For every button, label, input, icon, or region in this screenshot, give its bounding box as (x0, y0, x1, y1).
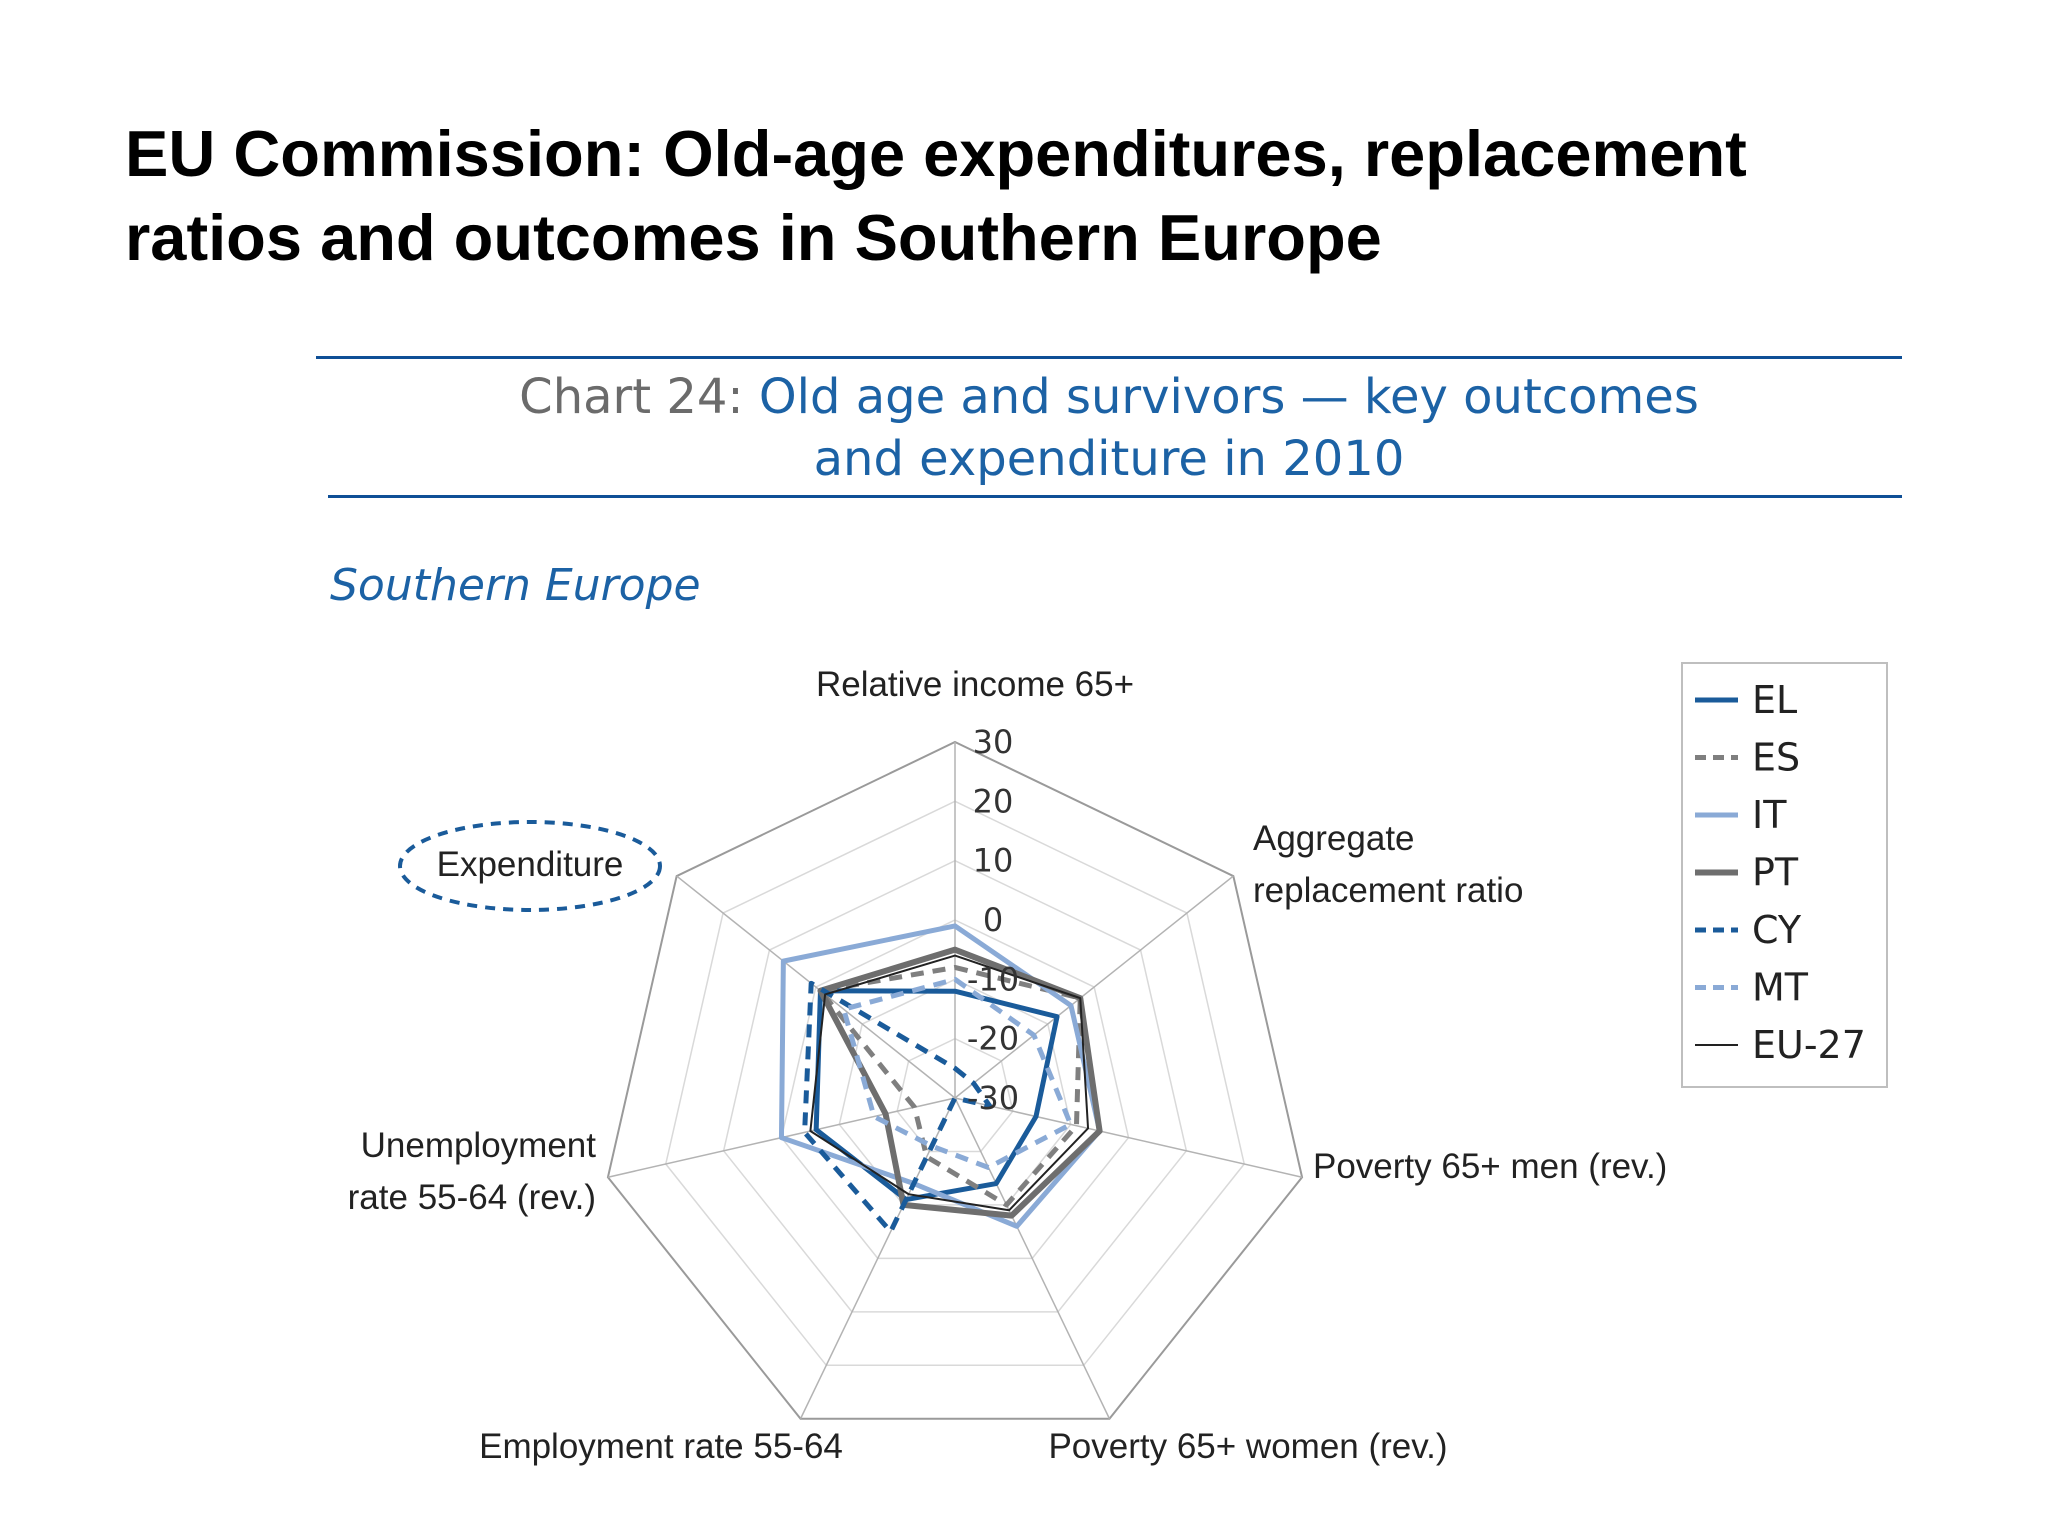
radar-axis-labels: Relative income 65+ Aggregate replacement … (348, 665, 1668, 1466)
chart-legend: EL ES IT PT CY MT EU-27 (1681, 662, 1888, 1088)
legend-label-es: ES (1752, 736, 1800, 780)
series-line-el (813, 988, 1060, 1203)
tick-label: 10 (973, 842, 1014, 880)
axis-label-unemployment-rate-55-64-rev: Unemployment rate 55-64 (rev.) (348, 1126, 597, 1217)
series-line-cy (802, 980, 993, 1235)
legend-label-pt: PT (1752, 851, 1799, 895)
tick-label: -20 (967, 1020, 1019, 1058)
chart-heading-line-2: and expenditure in 2010 (813, 431, 1405, 487)
axis-label-relative-income-65: Relative income 65+ (816, 665, 1134, 704)
legend-label-cy: CY (1752, 908, 1802, 952)
heading-rule-bottom (328, 495, 1902, 498)
series-line-mt (841, 976, 1074, 1170)
slide-title: EU Commission: Old-age expenditures, rep… (125, 112, 1925, 280)
chart-number: Chart 24 (519, 369, 728, 425)
series-line-es (817, 964, 1083, 1208)
series-line-eu-27 (809, 954, 1090, 1212)
tick-label: -10 (967, 960, 1019, 998)
axis-label-expenditure: Expenditure (437, 845, 624, 884)
legend-label-it: IT (1752, 793, 1787, 837)
chart-heading: Chart 24: Old age and survivors — key ou… (316, 366, 1902, 490)
heading-rule-top (316, 356, 1902, 359)
series-line-pt (817, 946, 1103, 1219)
spoke-poverty-65-men-rev (954, 1097, 1303, 1178)
tick-label: 0 (983, 901, 1003, 939)
radar-series (778, 923, 1103, 1235)
region-title: Southern Europe (330, 560, 701, 611)
slide-title-line-2: ratios and outcomes in Southern Europe (125, 201, 1382, 274)
tick-label: 30 (973, 723, 1014, 761)
grid-ring-30 (606, 740, 1304, 1420)
slide-title-line-1: EU Commission: Old-age expenditures, rep… (125, 117, 1747, 190)
chart-heading-text: Old age and survivors — key outcomes (758, 369, 1699, 425)
expenditure-highlight-ellipse (398, 820, 662, 912)
series-line-it (778, 923, 1103, 1229)
spoke-expenditure (676, 875, 956, 1099)
chart-heading-line-1: Chart 24: Old age and survivors — key ou… (519, 369, 1699, 425)
axis-label-poverty-65-women-rev: Poverty 65+ women (rev.) (1048, 1427, 1447, 1466)
legend-label-mt: MT (1752, 966, 1809, 1010)
legend-label-eu-27: EU-27 (1752, 1023, 1866, 1067)
tick-label: -30 (967, 1079, 1019, 1117)
spoke-employment-rate-55-64 (799, 1097, 956, 1420)
axis-label-employment-rate-55-64: Employment rate 55-64 (479, 1427, 843, 1466)
tick-label: 20 (973, 782, 1014, 820)
grid-ring-minus-20 (896, 1037, 1014, 1153)
radar-tick-labels: 30 20 10 0 -10 -20 -30 (967, 723, 1019, 1117)
axis-label-poverty-65-men-rev: Poverty 65+ men (rev.) (1313, 1147, 1667, 1186)
grid-ring-20 (664, 800, 1246, 1367)
axis-label-aggregate-replacement-ratio: Aggregate replacement ratio (1253, 819, 1523, 910)
radar-grid (606, 740, 1304, 1420)
grid-ring-10 (722, 859, 1188, 1313)
spoke-poverty-65-women-rev (954, 1097, 1111, 1420)
spoke-aggregate-replacement-ratio (954, 875, 1234, 1099)
legend-label-el: EL (1752, 678, 1797, 722)
